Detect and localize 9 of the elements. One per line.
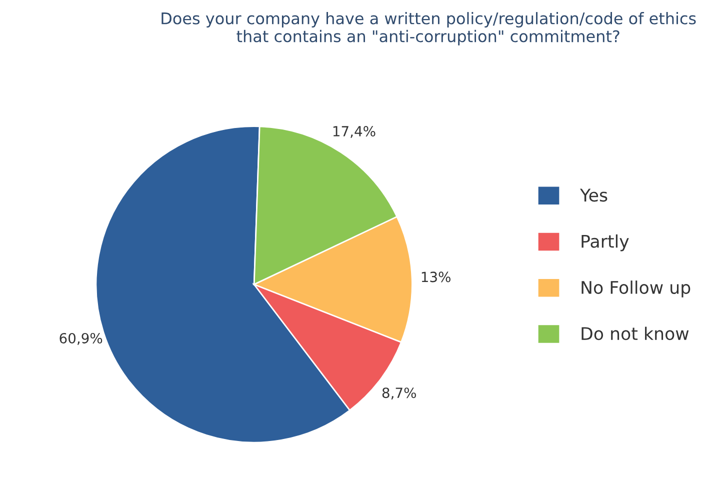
data-label: 60,9%: [60, 332, 102, 345]
chart-title: Does your company have a written policy/regulation/code of ethics that contains an "anti-corruption" commitment?: [162, 12, 696, 46]
legend-label: No Follow up: [582, 280, 690, 298]
data-label: 8,7%: [382, 388, 416, 400]
legend-label: Yes: [580, 188, 608, 202]
legend-label: Partly: [582, 234, 629, 252]
data-label: 17,4%: [333, 126, 376, 138]
data-label: 13%: [422, 272, 450, 282]
legend-label: Do not know: [582, 326, 689, 340]
